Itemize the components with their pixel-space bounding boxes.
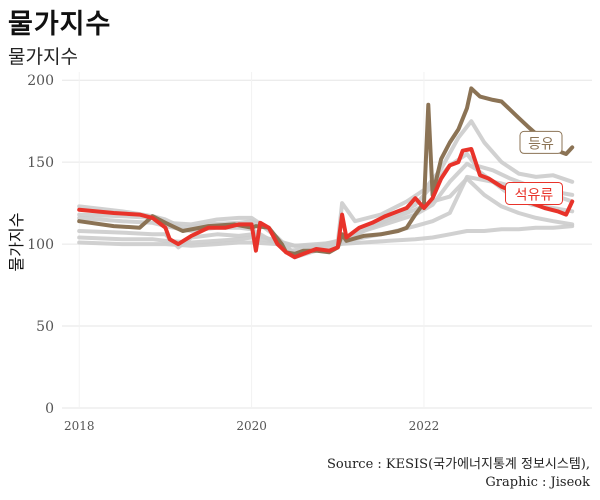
x-tick-label: 2022 [409, 419, 440, 433]
y-tick-label: 0 [45, 401, 54, 417]
chart-title: 물가지수 [8, 9, 112, 40]
series-line-petroleum [77, 147, 575, 260]
chart-subtitle: 물가지수 [8, 46, 78, 68]
x-tick-label: 2018 [64, 419, 95, 433]
series-label-kerosene: 등유 [528, 136, 554, 152]
series-label-box [519, 130, 563, 154]
source-caption: Source : KESIS(국가에너지통계 정보시스템), Graphic :… [327, 456, 590, 492]
background-series [77, 119, 575, 260]
series-label-box [505, 181, 563, 205]
y-tick-label: 200 [27, 73, 54, 89]
background-series-line [77, 119, 575, 256]
y-axis-ticks: 0 50 100 150 200 [27, 73, 54, 417]
y-tick-label: 150 [27, 155, 54, 171]
caption-source: Source : KESIS(국가에너지통계 정보시스템), [326, 457, 590, 472]
caption-graphic: Graphic : Jiseok [485, 475, 590, 490]
y-tick-label: 50 [36, 319, 54, 335]
series-label-petroleum: 석유류 [515, 187, 554, 203]
y-tick-label: 100 [27, 237, 54, 253]
y-axis-label: 물가지수 [7, 213, 26, 272]
background-series-line [77, 224, 575, 248]
x-tick-label: 2020 [236, 419, 267, 433]
x-axis-ticks: 2018 2020 2022 [64, 419, 439, 433]
highlight-series [77, 86, 575, 260]
